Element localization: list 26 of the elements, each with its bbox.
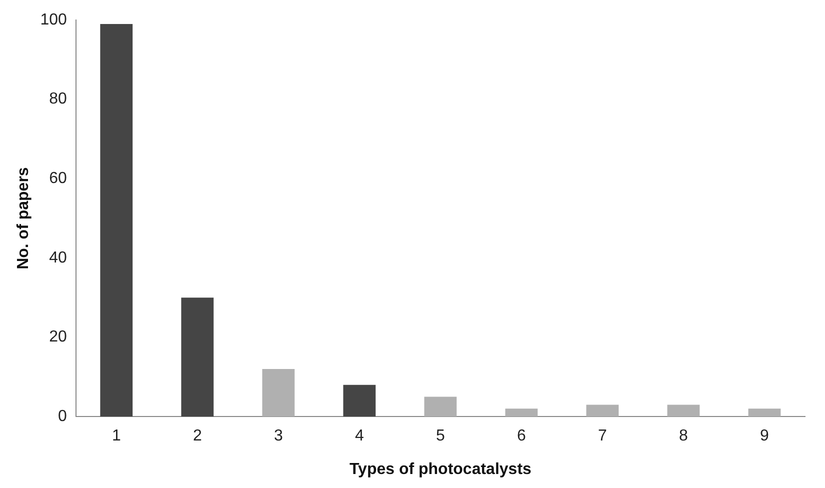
y-tick-label: 0 — [58, 408, 67, 426]
bar — [748, 408, 781, 417]
bar — [262, 369, 295, 417]
y-tick-label: 40 — [49, 249, 67, 266]
x-axis-title: Types of photocatalysts — [349, 460, 532, 478]
x-tick-label: 4 — [354, 428, 364, 445]
y-axis-title: No. of papers — [15, 167, 32, 270]
y-tick-label: 20 — [49, 328, 67, 346]
x-tick-label: 1 — [112, 428, 121, 445]
bar — [181, 298, 214, 417]
y-tick-label: 80 — [49, 90, 67, 108]
bar — [505, 408, 538, 417]
y-tick-label: 60 — [49, 170, 67, 188]
bar — [100, 24, 133, 417]
bar — [586, 404, 619, 417]
x-tick-label: 5 — [436, 428, 445, 445]
y-tick-label: 100 — [40, 11, 67, 28]
bar — [343, 384, 376, 417]
x-tick-label: 7 — [598, 428, 608, 445]
bar — [424, 396, 457, 417]
x-tick-label: 9 — [760, 428, 770, 445]
x-tick-label: 6 — [517, 428, 526, 445]
x-tick-label: 2 — [192, 428, 202, 445]
x-tick-label: 3 — [274, 428, 283, 445]
bar — [667, 404, 700, 417]
x-tick-label: 8 — [679, 428, 688, 445]
